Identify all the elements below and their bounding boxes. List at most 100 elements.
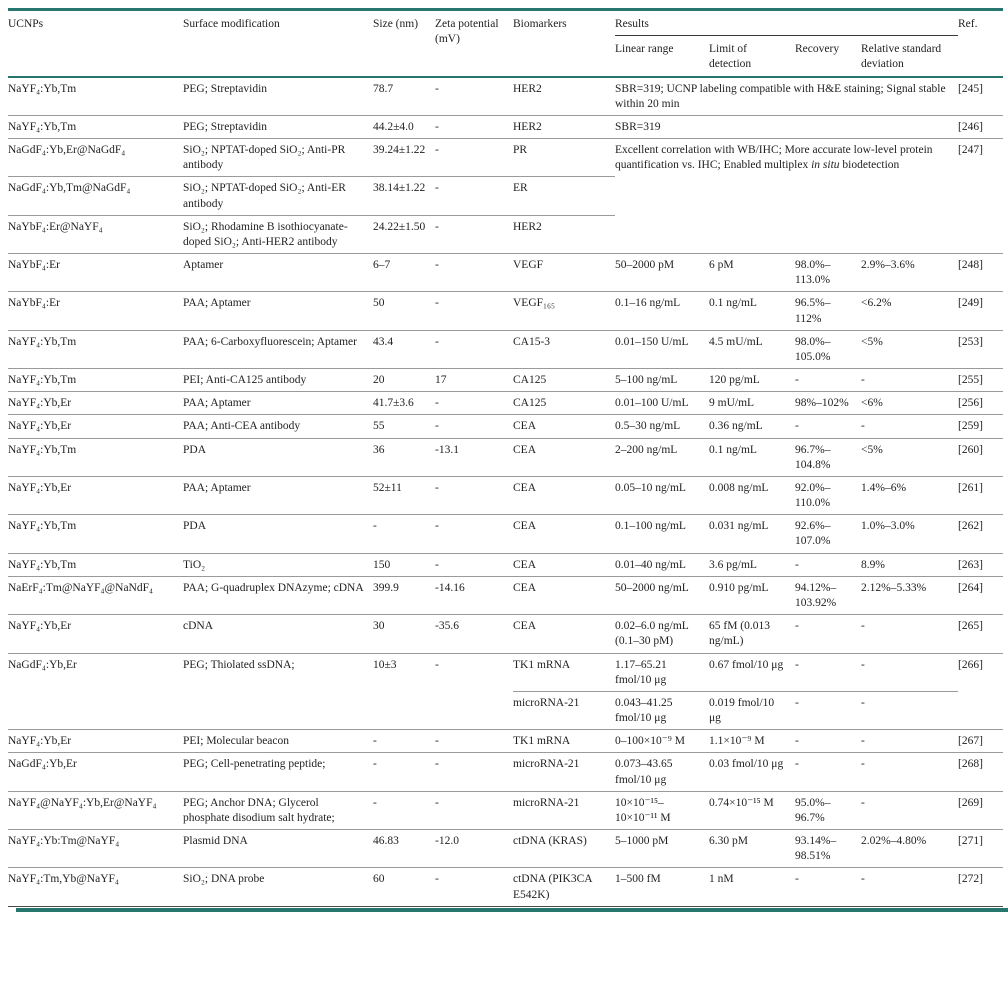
cell-rsd: 2.9%–3.6% xyxy=(861,253,958,292)
cell-size: 38.14±1.22 xyxy=(373,176,435,216)
cell-size: 41.7±3.6 xyxy=(373,391,435,415)
cell-biomarker: PR xyxy=(513,138,615,177)
cell-ref: [268] xyxy=(958,752,1003,792)
cell-size: 60 xyxy=(373,867,435,907)
cell-ucnp: NaYF₄:Yb,Tm xyxy=(8,552,183,577)
cell-biomarker: CEA xyxy=(513,414,615,439)
cell-linear-range: 1–500 fM xyxy=(615,867,709,907)
cell-zeta: - xyxy=(435,790,513,830)
cell-ref: [266] xyxy=(958,652,1003,730)
cell-ucnp: NaYF₄:Yb,Er xyxy=(8,614,183,653)
col-header-zeta-potential: Zeta potential (mV) xyxy=(435,18,499,46)
cell-size: 6–7 xyxy=(373,253,435,292)
cell-biomarker: VEGF₁₆₅ xyxy=(513,291,615,331)
cell-ref: [272] xyxy=(958,867,1003,907)
cell-ucnp: NaGdF₄:Yb,Tm@NaGdF₄ xyxy=(8,176,183,216)
cell-ucnp: NaYF₄:Yb,Tm xyxy=(8,368,183,392)
cell-ref: [245] xyxy=(958,76,1003,116)
table-row: NaGdF₄:Yb,Er PEG; Cell-penetrating pepti… xyxy=(8,752,1003,792)
cell-linear-range: 0.01–100 U/mL xyxy=(615,391,709,415)
header-row-results-sub: Linear range Limit of detection Recovery… xyxy=(8,36,1003,77)
cell-rsd: <5% xyxy=(861,437,958,477)
cell-recovery: - xyxy=(795,729,861,753)
cell-recovery: 93.14%–98.51% xyxy=(795,829,861,868)
cell-ref: [249] xyxy=(958,291,1003,331)
table-sub-row: microRNA-21 0.043–41.25 fmol/10 μg 0.019… xyxy=(8,690,1003,730)
cell-ucnp: NaYF₄@NaYF₄:Yb,Er@NaYF₄ xyxy=(8,790,183,830)
cell-ucnp: NaYF₄:Yb,Er xyxy=(8,729,183,753)
cell-biomarker: HER2 xyxy=(513,214,615,254)
table-row: NaYF₄:Yb:Tm@NaYF₄ Plasmid DNA 46.83 -12.… xyxy=(8,829,1003,868)
cell-ref: [261] xyxy=(958,475,1003,515)
cell-surface: SiO₂; NPTAT-doped SiO₂; Anti-ER antibody xyxy=(183,176,373,216)
cell-zeta: - xyxy=(435,114,513,139)
cell-results-merged: SBR=319 xyxy=(615,114,958,139)
cell-linear-range: 0.05–10 ng/mL xyxy=(615,475,709,515)
col-header-rsd: Relative standard deviation xyxy=(861,43,942,71)
cell-recovery: 96.5%–112% xyxy=(795,291,861,331)
cell-ucnp: NaYF₄:Yb,Tm xyxy=(8,114,183,139)
cell-size: 39.24±1.22 xyxy=(373,138,435,177)
cell-lod: 0.36 ng/mL xyxy=(709,414,795,439)
cell-size: 44.2±4.0 xyxy=(373,114,435,139)
cell-surface: PEI; Molecular beacon xyxy=(183,729,373,753)
table-header: UCNPs Surface modification Size (nm) Zet… xyxy=(8,9,1003,77)
cell-zeta: - xyxy=(435,514,513,554)
cell-biomarker: CEA xyxy=(513,575,615,615)
cell-size: 50 xyxy=(373,291,435,331)
cell-zeta: - xyxy=(435,729,513,753)
cell-linear-range: 0.1–100 ng/mL xyxy=(615,514,709,554)
cell-ref: [264] xyxy=(958,575,1003,615)
cell-surface: TiO₂ xyxy=(183,552,373,577)
cell-rsd: - xyxy=(861,867,958,907)
table-row: NaYF₄:Yb,Tm PEI; Anti-CA125 antibody 20 … xyxy=(8,368,1003,392)
cell-linear-range: 0.1–16 ng/mL xyxy=(615,291,709,331)
table-row: NaYbF₄:Er Aptamer 6–7 - VEGF 50–2000 pM … xyxy=(8,253,1003,292)
cell-linear-range: 2–200 ng/mL xyxy=(615,437,709,477)
cell-biomarker: ctDNA (PIK3CA E542K) xyxy=(513,867,615,907)
cell-ucnp: NaYF₄:Yb,Tm xyxy=(8,437,183,477)
cell-rsd: - xyxy=(861,652,958,692)
cell-lod: 0.019 fmol/10 μg xyxy=(709,690,795,730)
col-header-linear-range: Linear range xyxy=(615,43,674,56)
cell-recovery: - xyxy=(795,690,861,730)
cell-biomarker: CA15-3 xyxy=(513,329,615,369)
cell-linear-range: 0.043–41.25 fmol/10 μg xyxy=(615,690,709,730)
cell-zeta: -14.16 xyxy=(435,575,513,615)
cell-biomarker: CEA xyxy=(513,514,615,554)
cell-zeta: - xyxy=(435,552,513,577)
cell-recovery: 98.0%–105.0% xyxy=(795,329,861,369)
paper-table-container: UCNPs Surface modification Size (nm) Zet… xyxy=(8,8,1008,912)
cell-surface: PAA; Aptamer xyxy=(183,391,373,415)
cell-biomarker: CA125 xyxy=(513,368,615,392)
cell-surface: SiO₂; Rhodamine B isothiocyanate-doped S… xyxy=(183,214,373,254)
cell-size: 78.7 xyxy=(373,76,435,116)
cell-biomarker: TK1 mRNA xyxy=(513,652,615,692)
cell-recovery: 96.7%–104.8% xyxy=(795,437,861,477)
cell-zeta: -13.1 xyxy=(435,437,513,477)
cell-surface: PEG; Thiolated ssDNA; xyxy=(183,652,373,730)
table-row: NaGdF₄:Yb,Tm@NaGdF₄ SiO₂; NPTAT-doped Si… xyxy=(8,176,1003,216)
cell-size: 36 xyxy=(373,437,435,477)
cell-ucnp: NaGdF₄:Yb,Er xyxy=(8,652,183,730)
cell-zeta: -35.6 xyxy=(435,614,513,653)
cell-surface: cDNA xyxy=(183,614,373,653)
cell-biomarker: TK1 mRNA xyxy=(513,729,615,753)
cell-recovery: 94.12%–103.92% xyxy=(795,575,861,615)
cell-recovery: 98.0%–113.0% xyxy=(795,253,861,292)
cell-ucnp: NaYF₄:Yb:Tm@NaYF₄ xyxy=(8,829,183,868)
cell-zeta: - xyxy=(435,76,513,116)
cell-zeta: - xyxy=(435,253,513,292)
cell-ref: [269] xyxy=(958,790,1003,830)
cell-size: - xyxy=(373,790,435,830)
cell-linear-range: 50–2000 ng/mL xyxy=(615,575,709,615)
cell-size: 43.4 xyxy=(373,329,435,369)
cell-lod: 0.74×10⁻¹⁵ M xyxy=(709,790,795,830)
cell-lod: 6 pM xyxy=(709,253,795,292)
cell-zeta: - xyxy=(435,391,513,415)
cell-lod: 0.1 ng/mL xyxy=(709,291,795,331)
cell-linear-range: 50–2000 pM xyxy=(615,253,709,292)
cell-ucnp: NaYF₄:Yb,Tm xyxy=(8,76,183,116)
cell-ref: [260] xyxy=(958,437,1003,477)
cell-biomarker: ctDNA (KRAS) xyxy=(513,829,615,868)
